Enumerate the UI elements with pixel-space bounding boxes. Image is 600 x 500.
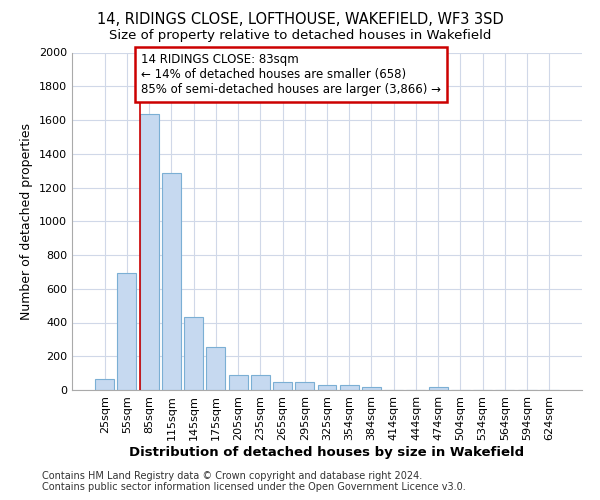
- Bar: [251, 375, 270, 390]
- Bar: [206, 347, 225, 390]
- Text: 14, RIDINGS CLOSE, LOFTHOUSE, WAKEFIELD, WF3 3SD: 14, RIDINGS CLOSE, LOFTHOUSE, WAKEFIELD,…: [97, 12, 503, 28]
- Text: 14 RIDINGS CLOSE: 83sqm
← 14% of detached houses are smaller (658)
85% of semi-d: 14 RIDINGS CLOSE: 83sqm ← 14% of detache…: [142, 53, 442, 96]
- Bar: [162, 173, 181, 390]
- Bar: [340, 385, 359, 390]
- Text: Size of property relative to detached houses in Wakefield: Size of property relative to detached ho…: [109, 29, 491, 42]
- Bar: [429, 386, 448, 390]
- Bar: [95, 379, 114, 390]
- Bar: [317, 385, 337, 390]
- Text: Contains HM Land Registry data © Crown copyright and database right 2024.
Contai: Contains HM Land Registry data © Crown c…: [42, 471, 466, 492]
- Bar: [362, 388, 381, 390]
- Bar: [295, 382, 314, 390]
- Bar: [273, 382, 292, 390]
- Bar: [229, 375, 248, 390]
- Bar: [184, 316, 203, 390]
- Y-axis label: Number of detached properties: Number of detached properties: [20, 122, 34, 320]
- X-axis label: Distribution of detached houses by size in Wakefield: Distribution of detached houses by size …: [130, 446, 524, 458]
- Bar: [118, 272, 136, 390]
- Bar: [140, 114, 158, 390]
